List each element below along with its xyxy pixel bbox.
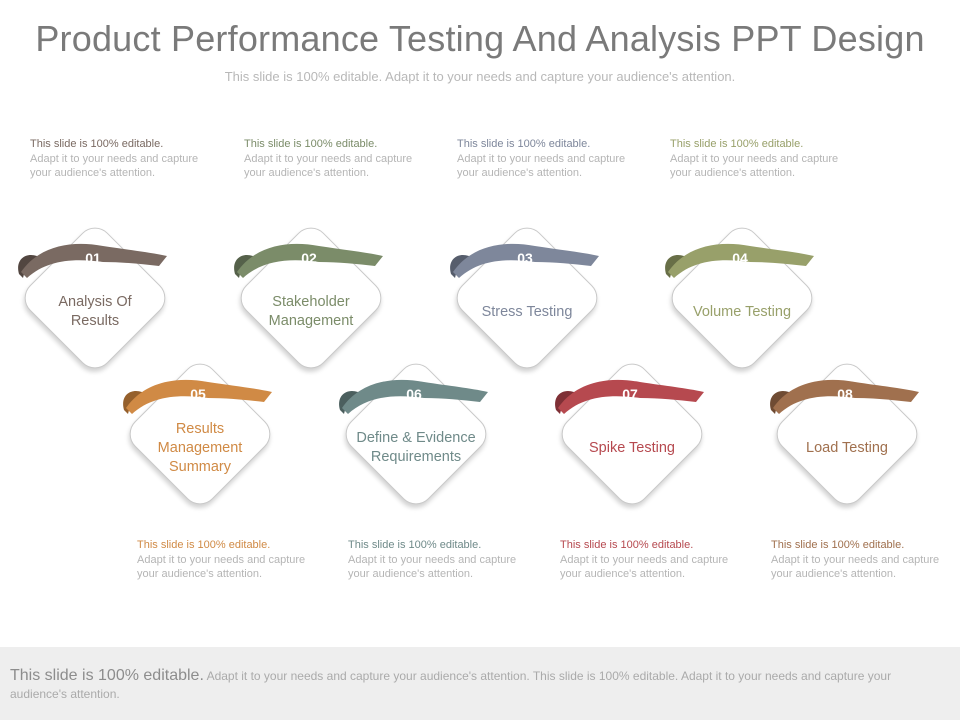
note-08: This slide is 100% editable. Adapt it to… [771,538,941,582]
note-01: This slide is 100% editable. Adapt it to… [30,137,200,181]
note-lead: This slide is 100% editable. [457,138,591,150]
note-lead: This slide is 100% editable. [137,539,271,551]
ribbon-banner [18,243,167,278]
note-05: This slide is 100% editable. Adapt it to… [137,538,307,582]
ribbon-banner [123,379,272,414]
note-lead: This slide is 100% editable. [560,539,694,551]
note-06: This slide is 100% editable. Adapt it to… [348,538,518,582]
note-lead: This slide is 100% editable. [348,539,482,551]
ribbon-banner [555,379,704,414]
card-number: 04 [732,250,748,266]
note-07: This slide is 100% editable. Adapt it to… [560,538,730,582]
slide-title: Product Performance Testing And Analysis… [35,18,925,59]
note-lead: This slide is 100% editable. [244,138,378,150]
note-body: Adapt it to your needs and capture your … [244,152,413,180]
note-02: This slide is 100% editable. Adapt it to… [244,137,414,181]
card-number: 03 [517,250,533,266]
footer-bar: This slide is 100% editable. Adapt it to… [0,647,960,720]
note-body: Adapt it to your needs and capture your … [560,553,729,581]
footer-lead: This slide is 100% editable. [10,667,204,684]
card-label: Spike Testing [589,439,675,456]
card-06: 06 Define & Evidence Requirements [338,356,494,512]
card-01: 01 Analysis Of Results [17,220,173,376]
card-label: Analysis Of Results [58,294,132,329]
ribbon-banner [770,379,919,414]
card-label: Load Testing [806,439,888,456]
card-label: Stress Testing [481,303,573,320]
slide-subtitle: This slide is 100% editable. Adapt it to… [224,69,736,84]
card-number: 05 [190,386,206,402]
card-label: Stakeholder Management [268,294,354,329]
note-body: Adapt it to your needs and capture your … [457,152,626,180]
card-04: 04 Volume Testing [664,220,820,376]
note-lead: This slide is 100% editable. [670,138,804,150]
note-body: Adapt it to your needs and capture your … [137,553,306,581]
card-label: Results Management Summary [157,420,243,475]
note-04: This slide is 100% editable. Adapt it to… [670,137,840,181]
ribbon-banner [234,243,383,278]
note-body: Adapt it to your needs and capture your … [348,553,517,581]
ribbon-banner [450,243,599,278]
card-08: 08 Load Testing [769,356,925,512]
card-label: Volume Testing [692,303,792,320]
note-lead: This slide is 100% editable. [771,539,905,551]
card-number: 06 [406,386,422,402]
note-03: This slide is 100% editable. Adapt it to… [457,137,627,181]
ribbon-banner [665,243,814,278]
note-body: Adapt it to your needs and capture your … [771,553,940,581]
note-body: Adapt it to your needs and capture your … [670,152,839,180]
card-03: 03 Stress Testing [449,220,605,376]
card-07: 07 Spike Testing [554,356,710,512]
note-lead: This slide is 100% editable. [30,138,164,150]
ribbon-banner [339,379,488,414]
card-label: Define & Evidence Requirements [356,430,476,465]
footer-body: Adapt it to your needs and capture your … [10,669,892,701]
card-number: 08 [837,386,853,402]
card-02: 02 Stakeholder Management [233,220,389,376]
card-number: 01 [85,250,101,266]
card-number: 02 [301,250,317,266]
note-body: Adapt it to your needs and capture your … [30,152,199,180]
card-05: 05 Results Management Summary [122,356,278,512]
card-number: 07 [622,386,638,402]
